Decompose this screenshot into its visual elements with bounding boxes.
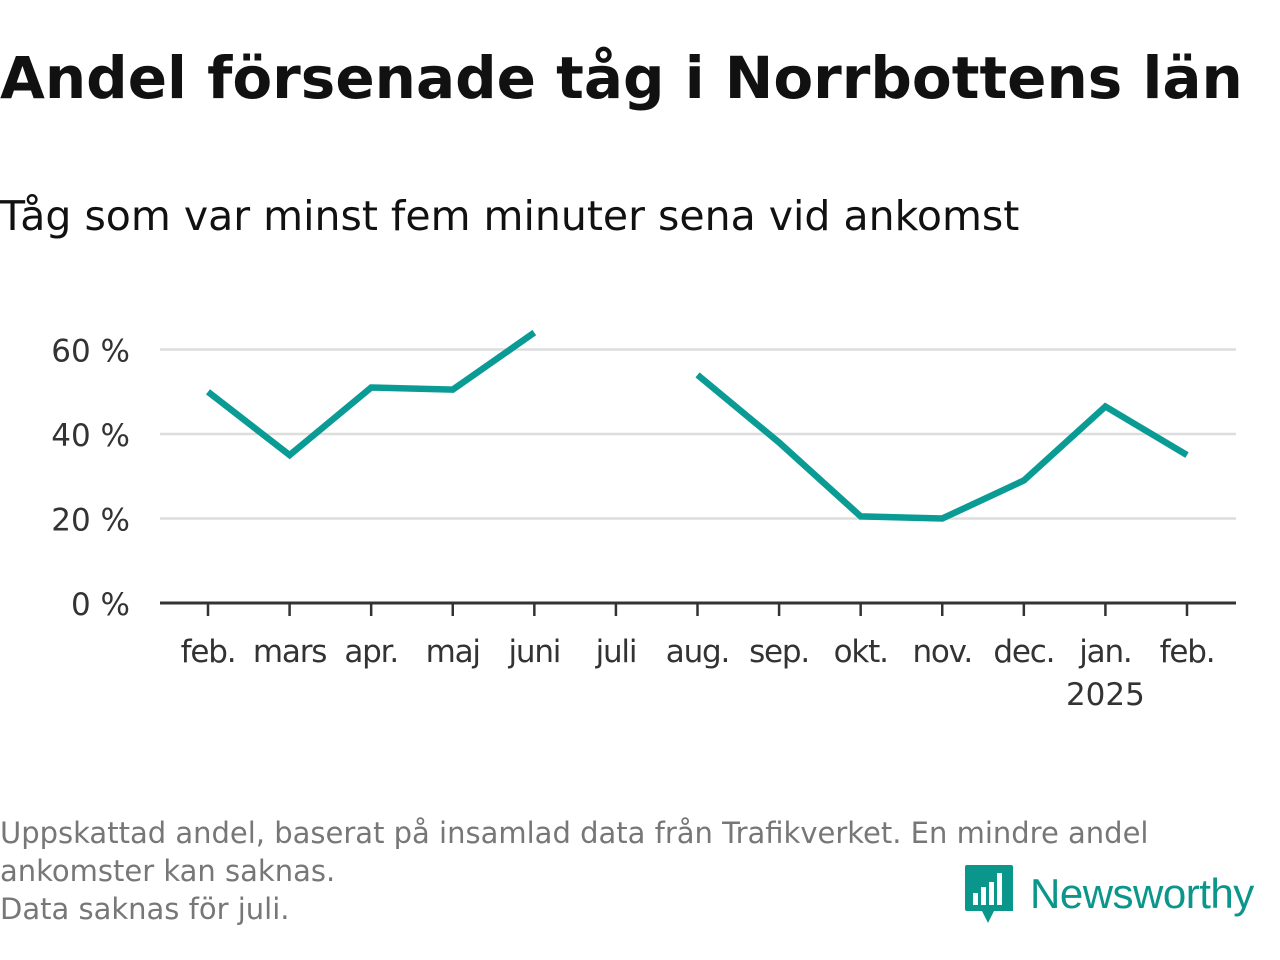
x-axis	[160, 601, 1236, 616]
series-line	[206, 329, 537, 460]
chart-subtitle: Tåg som var minst fem minuter sena vid a…	[0, 192, 1020, 240]
x-tick-label: juni	[507, 634, 560, 670]
x-tick-label: dec.	[993, 634, 1054, 670]
newsworthy-logo-icon	[965, 865, 1013, 923]
grid-lines	[160, 348, 1236, 520]
series-line	[695, 372, 1189, 522]
x-tick-label: juli	[595, 634, 637, 670]
x-tick-label: jan.	[1078, 634, 1131, 670]
footnote: Uppskattad andel, baserat på insamlad da…	[0, 814, 1270, 928]
series-lines	[206, 329, 1189, 522]
x-tick-label: mars	[253, 634, 326, 670]
y-axis-tick-labels: 0 % 20 % 40 % 60 %	[51, 334, 130, 624]
y-tick-label: 40 %	[51, 418, 130, 454]
footnote-line: Uppskattad andel, baserat på insamlad da…	[0, 816, 1149, 850]
footnote-line: ankomster kan saknas.	[0, 854, 336, 888]
line-chart: 0 % 20 % 40 % 60 % feb. mars apr. maj juni juli a…	[51, 329, 1236, 713]
brand-name: Newsworthy	[1030, 870, 1254, 917]
x-tick-label: sep.	[749, 634, 809, 670]
x-tick-label: feb.	[1160, 634, 1215, 670]
x-tick-label: maj	[426, 634, 480, 670]
chart-title: Andel försenade tåg i Norrbottens län	[0, 44, 1243, 112]
footnote-line: Data saknas för juli.	[0, 892, 290, 926]
x-tick-label: feb.	[181, 634, 236, 670]
newsworthy-logo: Newsworthy	[964, 862, 1254, 926]
x-tick-label: apr.	[344, 634, 398, 670]
y-tick-label: 20 %	[51, 503, 130, 539]
y-tick-label: 0 %	[71, 587, 130, 623]
x-axis-tick-labels: feb. mars apr. maj juni juli aug. sep. okt. nov. d…	[181, 634, 1216, 713]
x-tick-label: aug.	[666, 634, 729, 670]
y-tick-label: 60 %	[51, 334, 130, 370]
x-tick-sublabel: 2025	[1066, 677, 1145, 713]
x-tick-label: okt.	[834, 634, 888, 670]
x-tick-label: nov.	[912, 634, 972, 670]
